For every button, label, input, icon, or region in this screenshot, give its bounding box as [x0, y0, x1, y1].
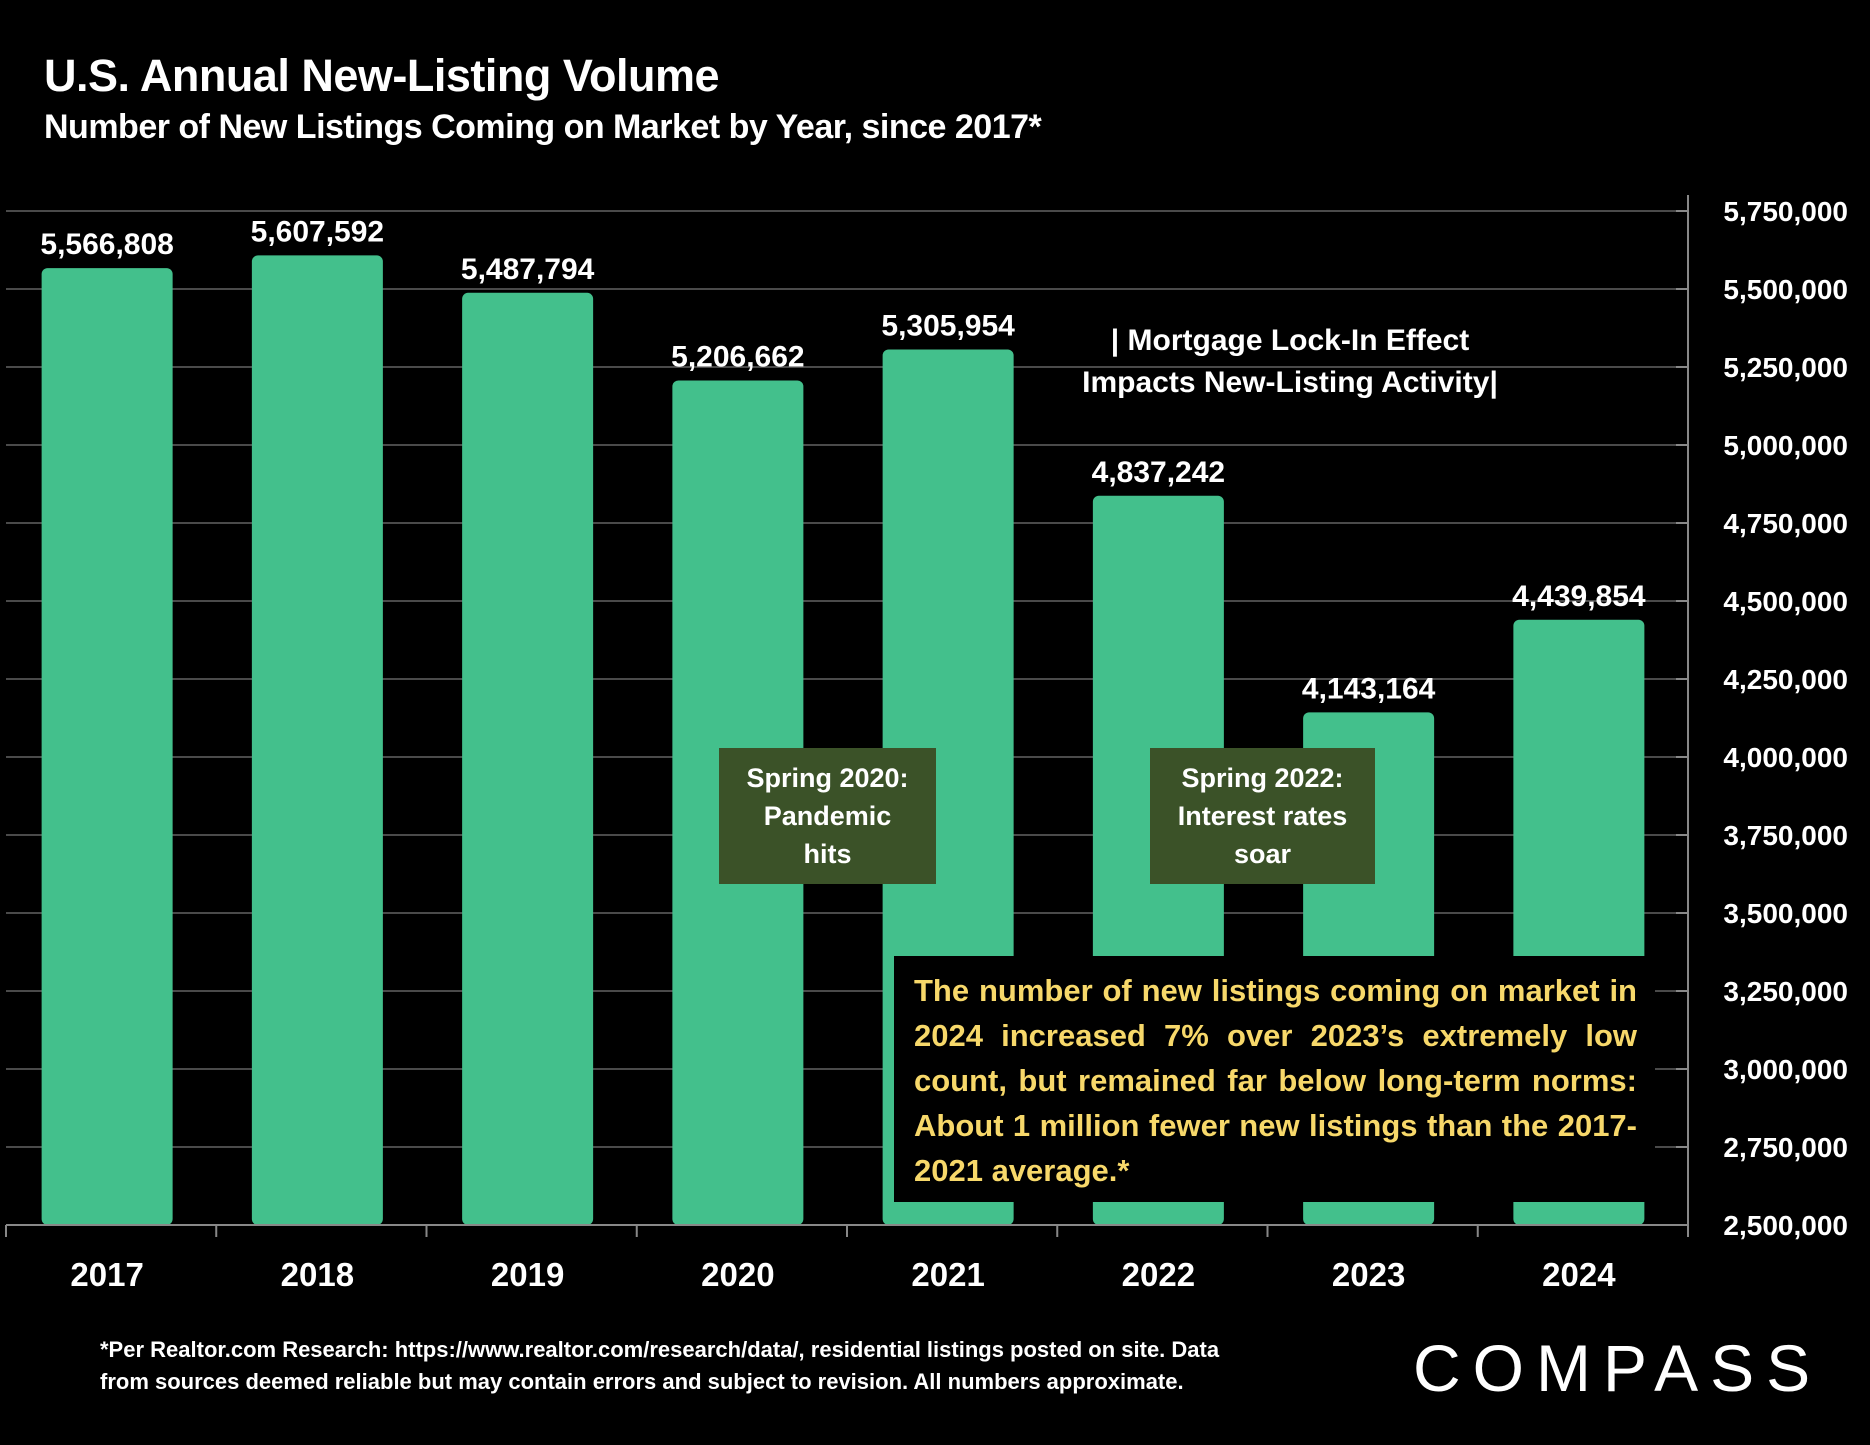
- mortgage-line-2: Impacts New-Listing Activity|: [1082, 366, 1498, 399]
- data-label-2018: 5,607,592: [251, 215, 384, 248]
- x-tick-label-2019: 2019: [491, 1256, 564, 1293]
- x-tick-label-2020: 2020: [701, 1256, 774, 1293]
- footnote: *Per Realtor.com Research: https://www.r…: [100, 1334, 1219, 1398]
- y-tick-label: 4,500,000: [1723, 586, 1848, 617]
- footnote-line-2: from sources deemed reliable but may con…: [100, 1369, 1184, 1394]
- y-tick-label: 2,750,000: [1723, 1132, 1848, 1163]
- y-tick-label: 2,500,000: [1723, 1210, 1848, 1241]
- data-label-2021: 5,305,954: [881, 310, 1015, 343]
- y-tick-label: 3,750,000: [1723, 820, 1848, 851]
- y-tick-label: 5,000,000: [1723, 430, 1848, 461]
- y-tick-label: 5,250,000: [1723, 352, 1848, 383]
- x-tick-label-2018: 2018: [281, 1256, 354, 1293]
- x-tick-label-2017: 2017: [70, 1256, 143, 1293]
- data-label-2019: 5,487,794: [461, 253, 595, 286]
- y-tick-label: 4,250,000: [1723, 664, 1848, 695]
- data-label-2024: 4,439,854: [1512, 580, 1646, 613]
- y-tick-label: 5,500,000: [1723, 274, 1848, 305]
- bar-2019: [462, 292, 594, 1226]
- y-tick-label: 5,750,000: [1723, 196, 1848, 227]
- compass-logo: COMPASS: [1413, 1331, 1823, 1405]
- bar-2018: [251, 255, 383, 1226]
- y-tick-label: 3,000,000: [1723, 1054, 1848, 1085]
- x-tick-label-2021: 2021: [911, 1256, 984, 1293]
- mortgage-line-1: | Mortgage Lock-In Effect: [1110, 324, 1470, 357]
- summary-callout: The number of new listings coming on mar…: [894, 956, 1655, 1202]
- spring-2020-text: Spring 2020: Pandemic hits: [746, 763, 909, 869]
- x-tick-label-2022: 2022: [1122, 1256, 1195, 1293]
- y-tick-label: 4,000,000: [1723, 742, 1848, 773]
- y-tick-label: 3,500,000: [1723, 898, 1848, 929]
- bar-2017: [41, 268, 173, 1226]
- data-label-2020: 5,206,662: [671, 341, 804, 374]
- chart-title: U.S. Annual New-Listing Volume: [44, 50, 720, 101]
- chart-subtitle: Number of New Listings Coming on Market …: [44, 108, 1042, 146]
- mortgage-lock-in-annotation: | Mortgage Lock-In Effect Impacts New-Li…: [1040, 320, 1540, 404]
- spring-2020-annotation: Spring 2020: Pandemic hits: [719, 748, 936, 884]
- spring-2022-text: Spring 2022: Interest rates soar: [1177, 763, 1348, 869]
- y-tick-label: 3,250,000: [1723, 976, 1848, 1007]
- data-label-2023: 4,143,164: [1302, 672, 1436, 705]
- summary-text: The number of new listings coming on mar…: [914, 973, 1637, 1188]
- data-label-2017: 5,566,808: [40, 228, 173, 261]
- spring-2022-annotation: Spring 2022: Interest rates soar: [1150, 748, 1375, 884]
- y-tick-label: 4,750,000: [1723, 508, 1848, 539]
- data-label-2022: 4,837,242: [1092, 456, 1225, 489]
- x-tick-label-2023: 2023: [1332, 1256, 1405, 1293]
- x-tick-label-2024: 2024: [1542, 1256, 1616, 1293]
- footnote-line-1: *Per Realtor.com Research: https://www.r…: [100, 1337, 1220, 1362]
